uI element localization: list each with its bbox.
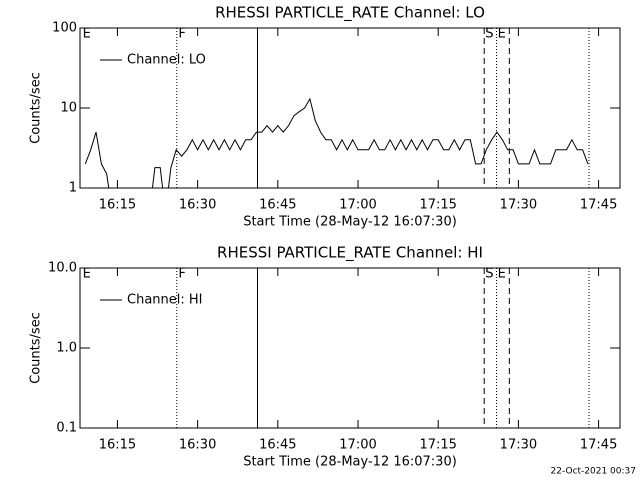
legend-label: Channel: LO [127,53,206,68]
x-tick-label: 16:15 [99,438,136,453]
x-tick-label: 17:30 [500,198,537,213]
y-tick-label: 100 [52,21,77,36]
y-tick-label: 10 [60,101,77,116]
footer: 22-Oct-2021 00:37 [551,467,636,477]
flag-label: F [178,267,185,282]
x-tick-label: 17:00 [339,438,376,453]
data-line [84,97,589,188]
x-tick-label: 16:45 [259,438,296,453]
x-axis-label: Start Time (28-May-12 16:07:30) [243,215,457,230]
flag-label: E [83,267,91,282]
x-axis-label: Start Time (28-May-12 16:07:30) [243,455,457,470]
chart-title: RHESSI PARTICLE_RATE Channel: HI [217,244,483,263]
x-tick-label: 16:30 [179,438,216,453]
x-tick-label: 17:00 [339,198,376,213]
x-tick-label: 16:45 [259,198,296,213]
legend-label: Channel: HI [127,293,203,308]
flag-label: S [485,27,493,42]
flag-label: E [498,27,506,42]
x-tick-label: 17:45 [580,198,617,213]
x-tick-label: 16:15 [99,198,136,213]
y-axis-label: Counts/sec [29,72,44,144]
chart-title: RHESSI PARTICLE_RATE Channel: LO [215,4,485,23]
x-tick-label: 17:30 [500,438,537,453]
flag-label: E [83,27,91,42]
x-tick-label: 17:45 [580,438,617,453]
flag-label: E [498,267,506,282]
y-tick-label: 1.0 [56,341,77,356]
y-tick-label: 0.1 [56,421,77,436]
x-tick-label: 16:30 [179,198,216,213]
x-tick-label: 17:15 [419,198,456,213]
flag-label: F [178,27,185,42]
y-tick-label: 10.0 [48,261,77,276]
x-tick-label: 17:15 [419,438,456,453]
y-tick-label: 1 [69,181,77,196]
y-axis-label: Counts/sec [29,312,44,384]
flag-label: S [485,267,493,282]
